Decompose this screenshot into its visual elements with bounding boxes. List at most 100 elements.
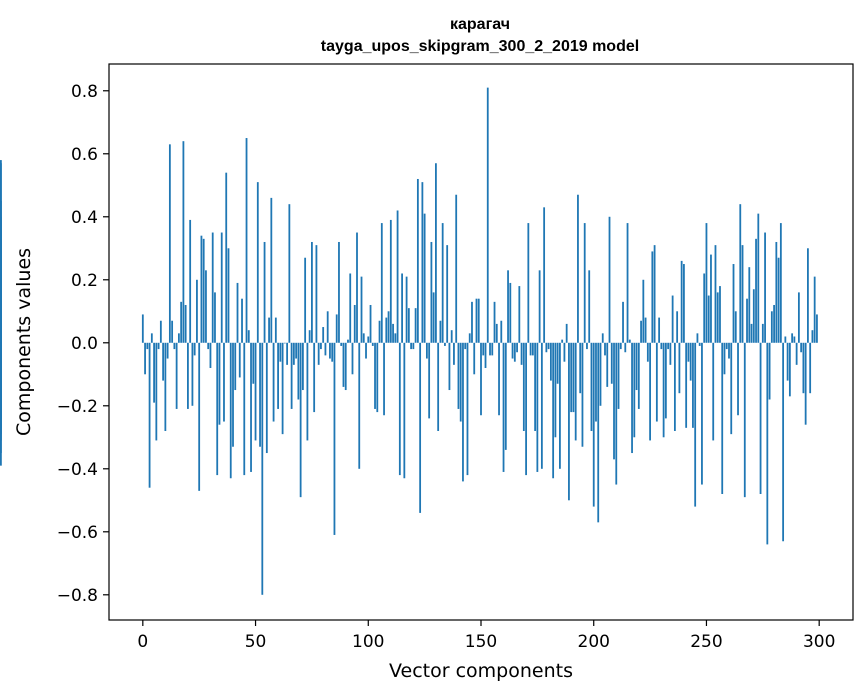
- bar: [324, 342, 327, 356]
- bar: [788, 342, 791, 397]
- bar: [198, 342, 201, 491]
- bar: [703, 273, 706, 343]
- bar: [335, 314, 338, 343]
- bar: [477, 298, 480, 343]
- bar: [292, 342, 295, 365]
- bar: [277, 342, 279, 409]
- bar: [520, 342, 523, 365]
- bar: [252, 342, 255, 384]
- bar: [511, 342, 514, 359]
- bar: [669, 342, 672, 365]
- bar: [757, 213, 760, 343]
- bar: [777, 257, 780, 343]
- bar: [229, 342, 232, 479]
- bar: [250, 342, 252, 472]
- bar: [743, 342, 746, 498]
- bar: [495, 323, 498, 343]
- bar: [410, 342, 413, 350]
- bar: [236, 282, 239, 343]
- bar: [435, 163, 437, 343]
- bar: [308, 330, 311, 343]
- bar: [173, 342, 176, 350]
- bar: [144, 342, 146, 375]
- bar: [563, 342, 566, 362]
- bar: [283, 342, 286, 344]
- bar: [764, 232, 766, 343]
- x-tick-label: 50: [245, 632, 267, 652]
- bar: [655, 342, 658, 422]
- bar: [498, 342, 500, 416]
- bar: [538, 270, 541, 343]
- bar: [317, 342, 320, 365]
- bar: [405, 276, 408, 343]
- bar: [561, 339, 564, 343]
- bar: [196, 279, 198, 343]
- bar: [556, 342, 559, 384]
- bar: [453, 342, 455, 365]
- bar: [721, 342, 724, 494]
- bar: [425, 342, 428, 359]
- bar: [624, 342, 627, 353]
- bar: [642, 279, 645, 343]
- y-tick-label: −0.2: [57, 397, 98, 417]
- bar: [770, 311, 773, 343]
- bar: [779, 223, 782, 343]
- bar: [421, 182, 424, 343]
- bar: [522, 342, 525, 431]
- bar: [444, 342, 446, 346]
- bar: [486, 87, 489, 343]
- bar: [182, 141, 185, 343]
- bar: [554, 342, 557, 438]
- bar: [290, 342, 293, 409]
- bar: [536, 342, 539, 472]
- bar: [707, 295, 710, 343]
- bar: [813, 276, 816, 343]
- bar: [374, 342, 376, 409]
- bar: [791, 333, 794, 343]
- bar: [617, 342, 620, 409]
- bar: [243, 342, 246, 476]
- bar: [802, 342, 805, 394]
- bar: [549, 342, 552, 381]
- bar: [223, 342, 225, 422]
- bar: [692, 342, 694, 428]
- y-tick-label: −0.6: [57, 523, 98, 543]
- bars-group: [0, 87, 818, 595]
- bar: [750, 323, 753, 343]
- bar: [540, 342, 543, 469]
- bar: [207, 342, 210, 350]
- bar: [473, 342, 476, 375]
- y-axis-label: Components values: [13, 248, 35, 436]
- bar: [581, 342, 584, 447]
- bar: [586, 342, 588, 350]
- bar: [177, 333, 180, 343]
- bar: [734, 311, 737, 343]
- bar: [367, 336, 370, 343]
- bar: [547, 342, 550, 350]
- bar: [200, 235, 203, 343]
- y-tick-label: 0.6: [71, 145, 98, 165]
- bar: [782, 342, 785, 542]
- x-tick-label: 100: [352, 632, 384, 652]
- bar: [768, 342, 771, 400]
- bar: [525, 342, 527, 476]
- bar: [234, 342, 237, 391]
- bar: [800, 342, 803, 353]
- bar: [615, 342, 618, 485]
- bar: [263, 241, 266, 343]
- bar: [622, 301, 624, 343]
- bar: [216, 342, 219, 476]
- bar: [610, 342, 613, 384]
- bar: [545, 342, 548, 353]
- bar: [658, 317, 661, 343]
- bar: [166, 342, 169, 359]
- bar: [392, 323, 394, 343]
- bar: [565, 323, 568, 343]
- bar: [247, 330, 250, 343]
- y-tick-label: −0.8: [57, 586, 98, 606]
- bar: [211, 232, 214, 343]
- bar: [784, 336, 787, 343]
- bar: [279, 342, 282, 362]
- chart-title: карагач: [450, 16, 510, 33]
- bar: [187, 342, 189, 409]
